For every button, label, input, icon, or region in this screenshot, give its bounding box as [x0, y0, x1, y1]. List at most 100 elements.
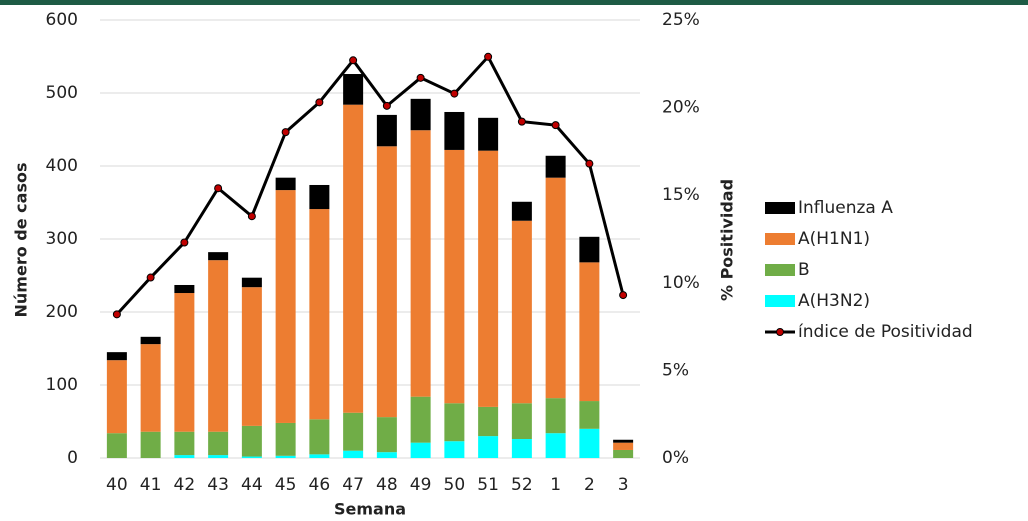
bar-segment [343, 104, 364, 413]
y2-tick-label: 25% [662, 10, 700, 30]
y2-tick-label: 20% [662, 98, 700, 118]
bar-segment [106, 352, 127, 361]
line-marker [517, 117, 526, 126]
x-tick-label: 2 [584, 475, 595, 495]
bar-segment [343, 412, 364, 451]
bar-segment [208, 252, 229, 261]
line-marker [315, 98, 324, 107]
legend-swatch [765, 295, 795, 307]
bar-segment [478, 117, 499, 151]
bar-segment [106, 433, 127, 458]
x-tick-label: 41 [140, 475, 162, 495]
bar-segment [343, 74, 364, 105]
line-marker [450, 89, 459, 98]
bar-segment [410, 396, 431, 443]
line-marker [551, 121, 560, 130]
bar-segment [309, 454, 330, 458]
y-tick-label: 0 [67, 448, 78, 468]
bar-segment [613, 449, 634, 458]
bar-segment [275, 177, 296, 191]
bar-segment [410, 98, 431, 131]
bar-segment [579, 236, 600, 263]
legend-label: A(H1N1) [798, 229, 870, 249]
line-marker [247, 212, 256, 221]
bar-segment [140, 431, 161, 458]
line-marker [416, 73, 425, 82]
bar-segment [613, 442, 634, 450]
x-tick-label: 48 [376, 475, 398, 495]
bar-segment [376, 452, 397, 458]
bar-segment [208, 431, 229, 456]
bar-segment [444, 149, 465, 404]
x-tick-label: 3 [618, 475, 629, 495]
bar-segment [579, 262, 600, 402]
line-marker [585, 159, 594, 168]
line-marker [349, 56, 358, 65]
bar-segment [545, 155, 566, 178]
y-tick-label: 100 [46, 375, 78, 395]
line-marker [619, 291, 628, 300]
bar-segment [410, 130, 431, 397]
x-tick-label: 49 [410, 475, 432, 495]
x-tick-label: 52 [511, 475, 533, 495]
bar-segment [275, 422, 296, 456]
bar-segment [309, 419, 330, 455]
bar-segment [241, 277, 262, 288]
bar-segment [545, 177, 566, 399]
bar-segment [613, 439, 634, 443]
bar-segment [511, 403, 532, 440]
bar-segment [545, 433, 566, 458]
bar-segment [410, 442, 431, 458]
y-tick-label: 600 [46, 10, 78, 30]
bar-segment [309, 184, 330, 210]
bar-segment [343, 450, 364, 458]
bar-segment [444, 441, 465, 458]
line-marker [484, 52, 493, 61]
line-marker [214, 184, 223, 193]
y2-tick-label: 5% [662, 360, 689, 380]
y-tick-label: 300 [46, 229, 78, 249]
bar-segment [579, 401, 600, 429]
bar-segment [545, 398, 566, 434]
legend-label: A(H3N2) [798, 291, 870, 311]
bar-segment [376, 114, 397, 147]
bar-segment [241, 456, 262, 458]
bar-segment [309, 209, 330, 420]
x-tick-label: 50 [444, 475, 466, 495]
top-band [0, 0, 1028, 5]
legend-label: B [798, 260, 810, 280]
bar-segment [140, 336, 161, 345]
x-tick-label: 42 [174, 475, 196, 495]
y-tick-label: 400 [46, 156, 78, 176]
bar-segment [511, 439, 532, 458]
bar-segment [174, 455, 195, 458]
legend-label: Influenza A [798, 198, 893, 218]
x-tick-label: 51 [477, 475, 499, 495]
bar-segment [174, 431, 195, 456]
bar-segment [511, 201, 532, 221]
x-tick-label: 40 [106, 475, 128, 495]
bar-segment [174, 284, 195, 294]
legend-label: índice de Positividad [798, 322, 973, 342]
y2-tick-label: 15% [662, 185, 700, 205]
bar-segment [140, 344, 161, 432]
x-tick-label: 43 [207, 475, 229, 495]
bar-segment [478, 150, 499, 407]
legend-swatch [765, 233, 795, 245]
bar-segment [241, 287, 262, 426]
x-tick-label: 46 [309, 475, 331, 495]
y2-axis-title: % Positividad [718, 179, 737, 301]
bar-segment [208, 260, 229, 432]
legend-swatch [765, 264, 795, 276]
bar-segment [376, 146, 397, 418]
bar-segment [208, 455, 229, 458]
x-axis-title: Semana [334, 500, 406, 518]
line-marker [180, 238, 189, 247]
bar-segment [511, 220, 532, 404]
x-tick-label: 1 [550, 475, 561, 495]
line-marker [382, 101, 391, 110]
positivity-line [115, 54, 625, 316]
bar-segment [174, 293, 195, 432]
bar-segment [275, 455, 296, 458]
